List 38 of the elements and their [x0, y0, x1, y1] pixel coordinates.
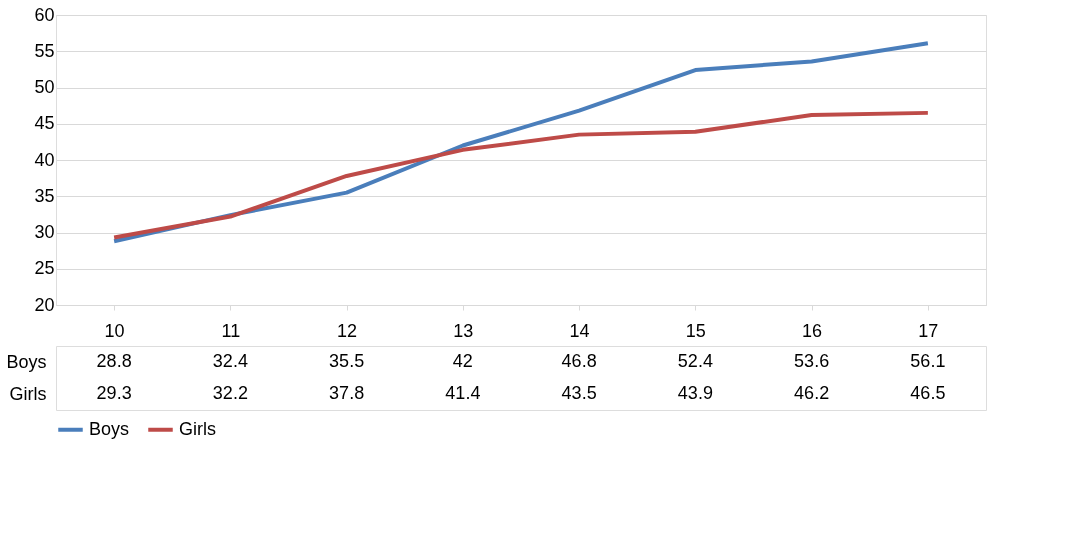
x-tick-label: 11	[221, 320, 241, 341]
data-label: 52.4	[677, 351, 713, 371]
data-label: 42	[452, 351, 473, 371]
data-label: 43.5	[561, 383, 597, 403]
data-label: 46.8	[561, 351, 597, 371]
y-tick-label: 50	[34, 77, 55, 97]
line-series	[112, 110, 930, 240]
x-tick-label: 16	[802, 320, 823, 341]
x-tick-label: 13	[453, 320, 474, 341]
y-tick-label: 25	[34, 258, 55, 279]
data-label: 56.1	[910, 351, 946, 371]
y-tick-label: 20	[34, 294, 55, 315]
y-tick-label: 60	[34, 4, 55, 25]
data-label: 32.4	[212, 351, 248, 371]
x-tick-label: 12	[337, 320, 358, 341]
data-label: 53.6	[794, 351, 830, 371]
data-label: 29.3	[96, 383, 132, 403]
data-label: 35.5	[329, 351, 365, 371]
y-tick-label: 40	[34, 149, 55, 170]
text: Boys	[6, 351, 47, 372]
y-tick-label: 35	[34, 185, 55, 206]
legend-label: Boys	[89, 418, 130, 439]
y-tick-label: 30	[34, 222, 55, 242]
x-tick-label: 10	[104, 320, 125, 341]
x-tick-label: 15	[685, 320, 706, 341]
data-label: 43.9	[677, 383, 713, 403]
data-label: 46.5	[910, 383, 946, 403]
data-label: 46.2	[794, 383, 830, 403]
data-label: 32.2	[212, 383, 248, 403]
x-tick-label: 17	[918, 320, 939, 341]
y-tick-label: 45	[34, 113, 55, 134]
y-tick-label: 55	[34, 40, 55, 61]
x-tick-label: 14	[569, 320, 590, 341]
data-label: 28.8	[96, 351, 132, 371]
data-label: 37.8	[329, 383, 365, 403]
text: Girls	[9, 383, 47, 404]
legend-label: Girls	[179, 418, 216, 439]
data-label: 41.4	[445, 383, 481, 403]
